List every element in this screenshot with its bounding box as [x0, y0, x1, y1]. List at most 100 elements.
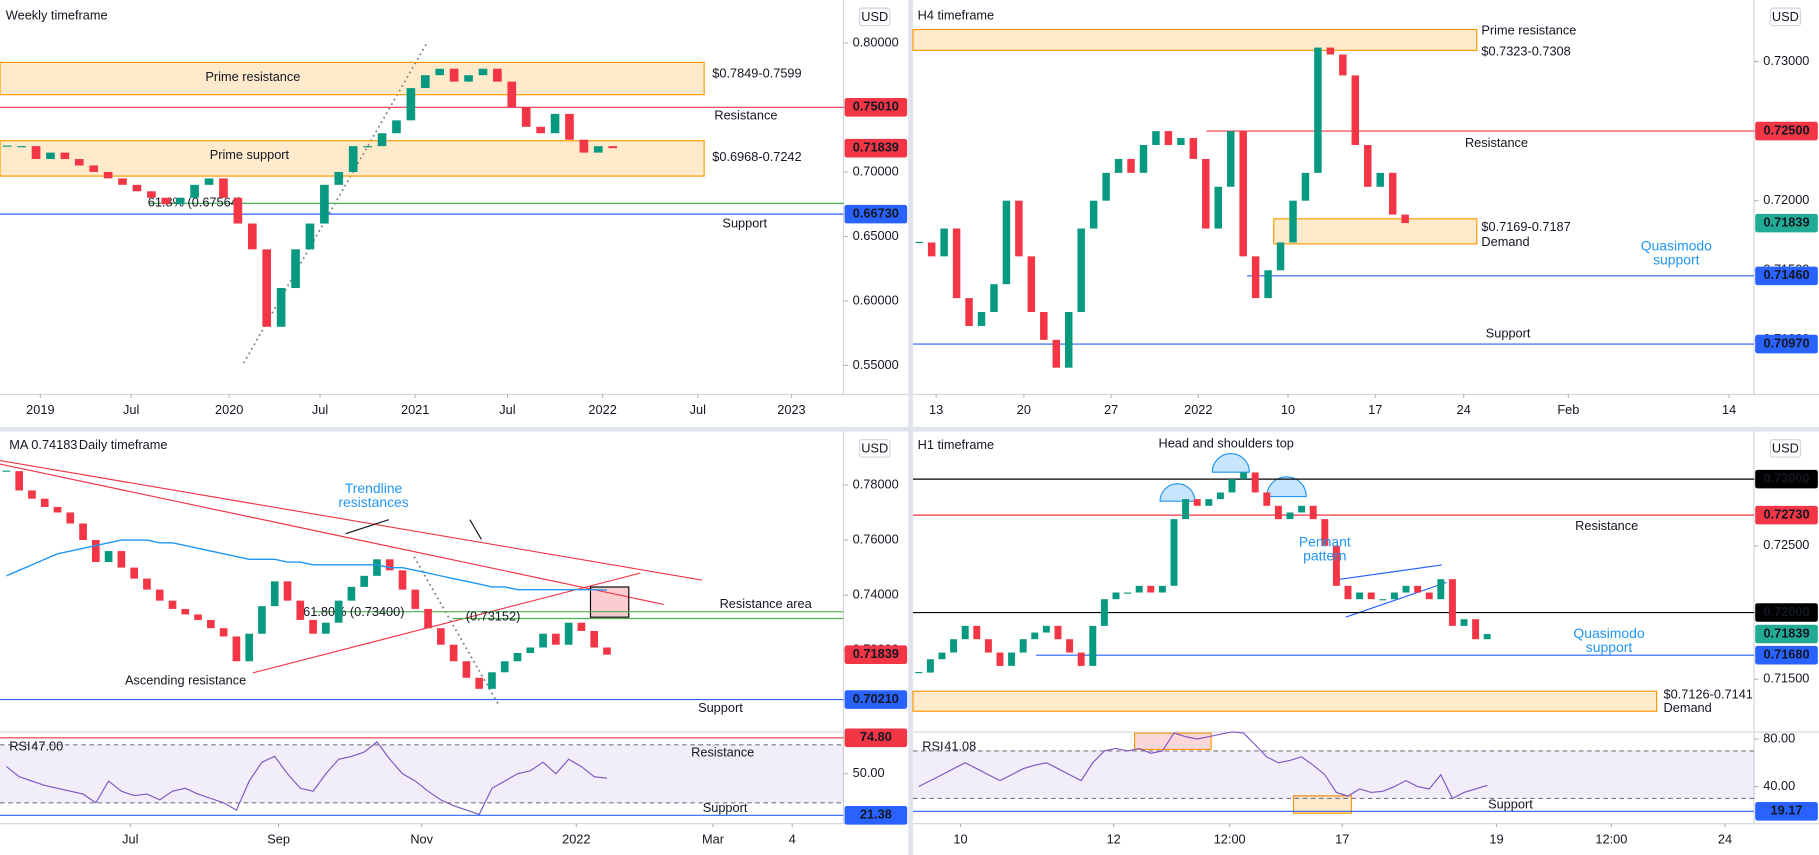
- level-name: Support: [722, 215, 767, 230]
- x-tick-label: 4: [789, 831, 796, 846]
- candle: [1019, 639, 1027, 653]
- y-tick-label: 0.70000: [853, 163, 899, 178]
- candle: [204, 178, 214, 185]
- candle: [40, 498, 49, 507]
- candle: [262, 249, 272, 327]
- y-tick-label: 0.55000: [853, 357, 899, 372]
- y-tick-label: 0.71500: [1763, 671, 1809, 686]
- candle: [1425, 592, 1433, 600]
- candle: [593, 146, 603, 153]
- candle: [1286, 512, 1294, 520]
- candle: [175, 197, 185, 205]
- candle: [1008, 652, 1016, 666]
- zone-name: Prime resistance: [205, 69, 300, 84]
- candle: [1321, 519, 1329, 546]
- candle: [1040, 312, 1048, 340]
- candle: [1264, 270, 1272, 299]
- candle: [996, 652, 1004, 666]
- resistance-area-box: [589, 586, 630, 618]
- zone-name: Demand: [1664, 700, 1712, 715]
- x-tick-label: Nov: [410, 831, 433, 846]
- candle: [521, 107, 531, 127]
- candle: [1402, 585, 1410, 593]
- arrow: [345, 519, 389, 535]
- level-name: Quasimodo support: [1641, 239, 1712, 267]
- level-price: [1755, 645, 1818, 665]
- candle: [296, 600, 305, 620]
- candle: [1460, 619, 1468, 626]
- candle: [513, 652, 522, 662]
- candle: [1193, 499, 1201, 506]
- x-tick-label: 12:00: [1214, 831, 1246, 846]
- level-price-label: 0.70210: [853, 691, 899, 706]
- rsi-highlight: [1292, 795, 1353, 814]
- candle: [1100, 599, 1108, 626]
- candle: [565, 113, 574, 140]
- candle: [1339, 54, 1347, 76]
- candle: [1226, 131, 1235, 187]
- x-tick-label: 20: [1017, 402, 1031, 417]
- candle: [927, 242, 936, 257]
- candle: [377, 133, 387, 147]
- candle: [424, 608, 432, 629]
- level-price-label: 0.71460: [1763, 267, 1809, 282]
- candle: [488, 672, 496, 689]
- x-tick-label: 2022: [588, 402, 616, 417]
- candle: [1158, 585, 1166, 593]
- candle: [961, 625, 969, 640]
- candle: [500, 661, 509, 673]
- level-name: Resistance: [691, 744, 754, 759]
- candle: [322, 622, 330, 634]
- level-price-label: 0.70970: [1763, 335, 1809, 350]
- current-price-label: 0.71839: [853, 646, 899, 661]
- currency: USD: [1772, 9, 1799, 24]
- candle: [1102, 172, 1110, 201]
- candle: [1042, 625, 1050, 633]
- y-tick-label: 0.72500: [1763, 537, 1809, 552]
- y-tick-label: 0.65000: [853, 228, 899, 243]
- trendline: [0, 463, 664, 605]
- level-price-label: 0.72730: [1763, 507, 1809, 522]
- level-price-label: 0.71680: [1763, 647, 1809, 662]
- candle: [15, 471, 24, 491]
- level-price-label: 0.72500: [1763, 122, 1809, 137]
- candle: [420, 75, 430, 89]
- annotation: Trendline resistances: [338, 481, 408, 509]
- candle: [464, 75, 473, 82]
- level-name: Resistance: [1575, 518, 1638, 533]
- candle: [1205, 499, 1213, 506]
- x-tick-label: 17: [1368, 402, 1382, 417]
- candle: [190, 184, 199, 198]
- candle: [1437, 579, 1445, 600]
- candle: [92, 540, 100, 563]
- y-tick-label: 0.74000: [853, 587, 899, 602]
- zone: [1273, 218, 1478, 245]
- candle: [1309, 505, 1317, 520]
- candle: [938, 652, 946, 660]
- candle: [1114, 158, 1123, 173]
- candle: [973, 625, 981, 640]
- x-tick-label: 14: [1722, 402, 1736, 417]
- candle: [181, 608, 190, 615]
- x-tick-label: 17: [1335, 831, 1349, 846]
- annotation: Pennant pattern: [1299, 535, 1351, 563]
- ma-value: 0.74183: [31, 437, 77, 452]
- zone-range: $0.7323-0.7308: [1481, 44, 1570, 59]
- level-price-label: 0.72000: [1763, 604, 1809, 619]
- candle: [449, 644, 458, 662]
- candle: [977, 312, 986, 326]
- rsi-band: [0, 744, 844, 803]
- candle: [89, 165, 99, 172]
- level-price-label: 0.66730: [853, 205, 899, 220]
- candle: [552, 633, 560, 645]
- candle: [1301, 172, 1310, 201]
- rsi-value: 47.00: [31, 738, 63, 753]
- candle: [1414, 585, 1422, 593]
- x-tick-label: 2022: [562, 831, 590, 846]
- rsi-name: RSI: [922, 738, 943, 753]
- candle: [952, 228, 961, 299]
- candle: [233, 197, 243, 224]
- drawings: [0, 42, 1447, 814]
- level-price: [844, 690, 908, 709]
- candle: [940, 228, 948, 257]
